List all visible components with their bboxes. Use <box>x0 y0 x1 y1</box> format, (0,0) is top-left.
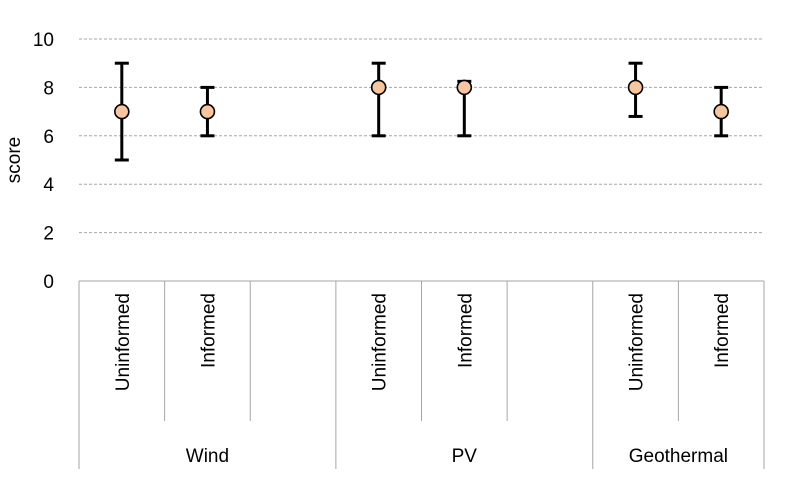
y-tick-label-4: 4 <box>43 175 54 196</box>
y-axis-title: score <box>4 137 25 183</box>
y-tick-label-10: 10 <box>33 30 54 51</box>
y-tick-label-8: 8 <box>43 78 54 99</box>
y-tick-label-0: 0 <box>43 272 54 293</box>
error-bar-pv-uninformed <box>371 61 386 138</box>
y-tick-label-6: 6 <box>43 127 54 148</box>
data-points <box>114 79 729 120</box>
group-label-wind: Wind <box>186 446 229 467</box>
point-geothermal-informed <box>713 103 729 120</box>
axes <box>78 280 765 469</box>
category-label-informed: Informed <box>712 293 733 368</box>
group-label-pv: PV <box>452 446 478 467</box>
point-wind-uninformed <box>114 103 130 120</box>
category-labels: Uninformed Informed Uninformed Informed Unin… <box>113 293 733 391</box>
gridlines <box>79 38 764 234</box>
point-wind-informed <box>199 103 216 120</box>
category-label-uninformed: Uninformed <box>113 293 134 391</box>
point-geothermal-uninformed <box>627 79 644 96</box>
category-label-informed: Informed <box>455 293 476 368</box>
point-pv-informed <box>456 79 473 96</box>
category-label-uninformed: Uninformed <box>370 293 391 391</box>
group-label-geothermal: Geothermal <box>629 446 728 467</box>
category-label-uninformed: Uninformed <box>627 293 648 391</box>
point-pv-uninformed <box>370 79 387 96</box>
y-tick-labels: 0 2 4 6 8 10 <box>33 30 55 293</box>
category-label-informed: Informed <box>198 293 219 368</box>
y-tick-label-2: 2 <box>43 224 54 245</box>
group-labels: Wind PV Geothermal <box>186 446 728 467</box>
